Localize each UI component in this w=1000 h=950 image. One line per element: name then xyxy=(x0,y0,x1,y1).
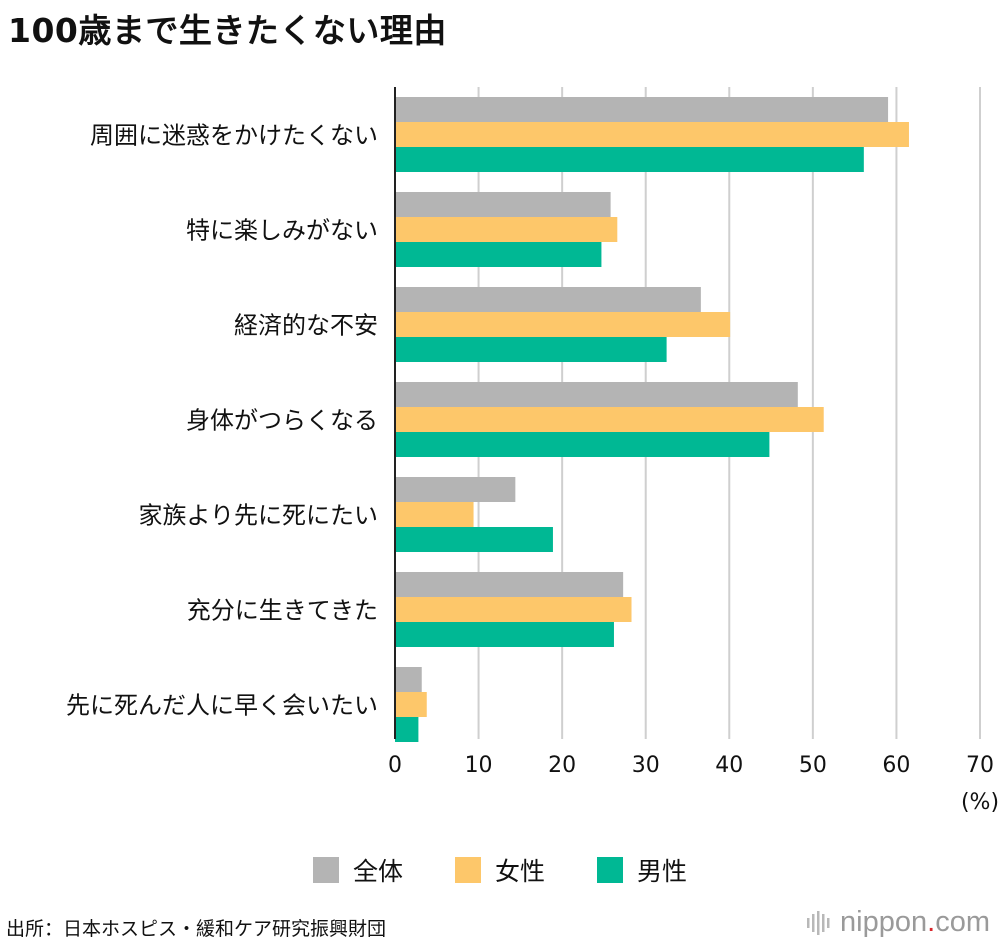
brand-text: nippon.com xyxy=(840,906,990,938)
bar-1-2 xyxy=(395,242,602,267)
bar-3-1 xyxy=(395,407,824,432)
legend-label-male: 男性 xyxy=(637,857,688,886)
x-tick-label-20: 20 xyxy=(548,753,576,778)
bar-5-1 xyxy=(395,597,632,622)
category-label-3: 身体がつらくなる xyxy=(186,407,378,435)
legend-swatch-all xyxy=(312,857,339,883)
bar-4-0 xyxy=(395,477,516,502)
bar-6-1 xyxy=(395,692,427,717)
bar-3-2 xyxy=(395,432,770,457)
bar-4-2 xyxy=(395,527,553,552)
sound-wave-icon xyxy=(807,910,830,935)
x-tick-label-0: 0 xyxy=(388,753,402,778)
bar-5-2 xyxy=(395,622,614,647)
legend-swatch-male xyxy=(597,857,623,883)
legend-label-female: 女性 xyxy=(494,857,545,886)
legend-swatch-female xyxy=(454,857,481,883)
bar-1-0 xyxy=(395,192,611,217)
x-tick-label-70: 70 xyxy=(966,753,994,778)
legend-item-all: 全体 xyxy=(312,852,403,888)
legend-item-male: 男性 xyxy=(597,852,687,888)
bar-chart: 周囲に迷惑をかけたくない特に楽しみがない経済的な不安身体がつらくなる家族より先に… xyxy=(66,87,999,815)
bar-4-1 xyxy=(395,502,474,527)
bar-6-2 xyxy=(395,717,419,742)
x-tick-label-10: 10 xyxy=(465,753,493,778)
legend-item-female: 女性 xyxy=(454,852,545,888)
category-label-2: 経済的な不安 xyxy=(234,312,378,340)
chart-title: 100歳まで生きたくない理由 xyxy=(8,11,447,50)
bar-0-0 xyxy=(395,97,889,122)
category-label-6: 先に死んだ人に早く会いたい xyxy=(66,692,378,720)
category-label-0: 周囲に迷惑をかけたくない xyxy=(90,122,378,150)
x-tick-label-50: 50 xyxy=(799,753,827,778)
bar-5-0 xyxy=(395,572,624,597)
source-note: 出所：日本ホスピス・緩和ケア研究振興財団 xyxy=(6,918,387,940)
bar-2-2 xyxy=(395,337,667,362)
x-tick-label-30: 30 xyxy=(632,753,660,778)
category-label-4: 家族より先に死にたい xyxy=(138,502,378,530)
legend: 全体 女性 男性 xyxy=(0,852,1000,888)
brand-logo: nippon.com xyxy=(806,906,990,939)
bar-0-1 xyxy=(395,122,909,147)
x-tick-label-40: 40 xyxy=(715,753,743,778)
legend-label-all: 全体 xyxy=(352,857,403,886)
bar-6-0 xyxy=(395,667,422,692)
bar-2-0 xyxy=(395,287,701,312)
x-unit-label: (%) xyxy=(961,790,999,815)
bar-2-1 xyxy=(395,312,731,337)
x-tick-label-60: 60 xyxy=(882,753,910,778)
category-label-5: 充分に生きてきた xyxy=(187,597,378,625)
bar-0-2 xyxy=(395,147,864,172)
bar-3-0 xyxy=(395,382,798,407)
category-label-1: 特に楽しみがない xyxy=(186,217,378,245)
bar-1-1 xyxy=(395,217,618,242)
